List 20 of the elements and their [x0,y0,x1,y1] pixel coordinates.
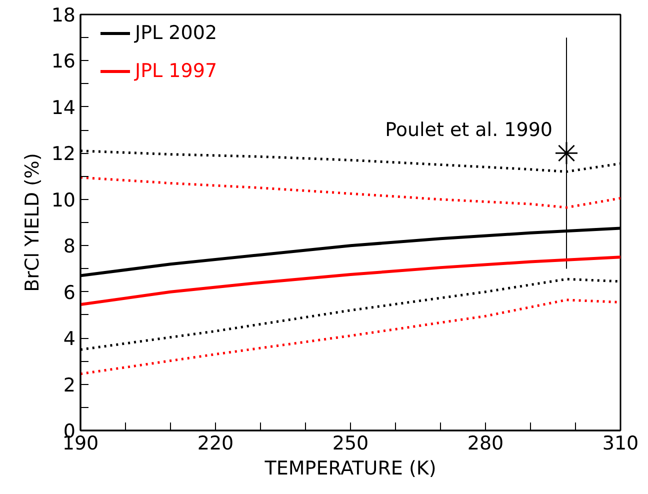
y-axis-title: BrCl YIELD (%) [21,153,44,292]
y-tick-label: 12 [51,143,76,166]
y-tick-label: 16 [51,50,76,73]
x-tick-label: 250 [332,432,369,454]
y-tick-label: 6 [63,282,76,304]
y-tick-label: 8 [63,236,76,258]
series-label: Poulet et al. 1990 [385,119,552,142]
y-tick-label: 2 [63,374,76,396]
x-tick-label: 310 [602,432,639,454]
y-tick-label: 14 [51,96,76,119]
x-axis-title: TEMPERATURE (K) [264,458,436,480]
y-tick-label: 4 [63,328,76,350]
x-tick-label: 280 [467,432,504,454]
legend-label: JPL 1997 [135,60,218,82]
y-tick-label: 10 [51,189,76,212]
line-series [80,176,620,209]
y-tick-label: 18 [51,4,76,26]
legend-label: JPL 2002 [135,22,218,44]
x-tick-label: 220 [197,432,234,454]
line-series [80,256,620,306]
